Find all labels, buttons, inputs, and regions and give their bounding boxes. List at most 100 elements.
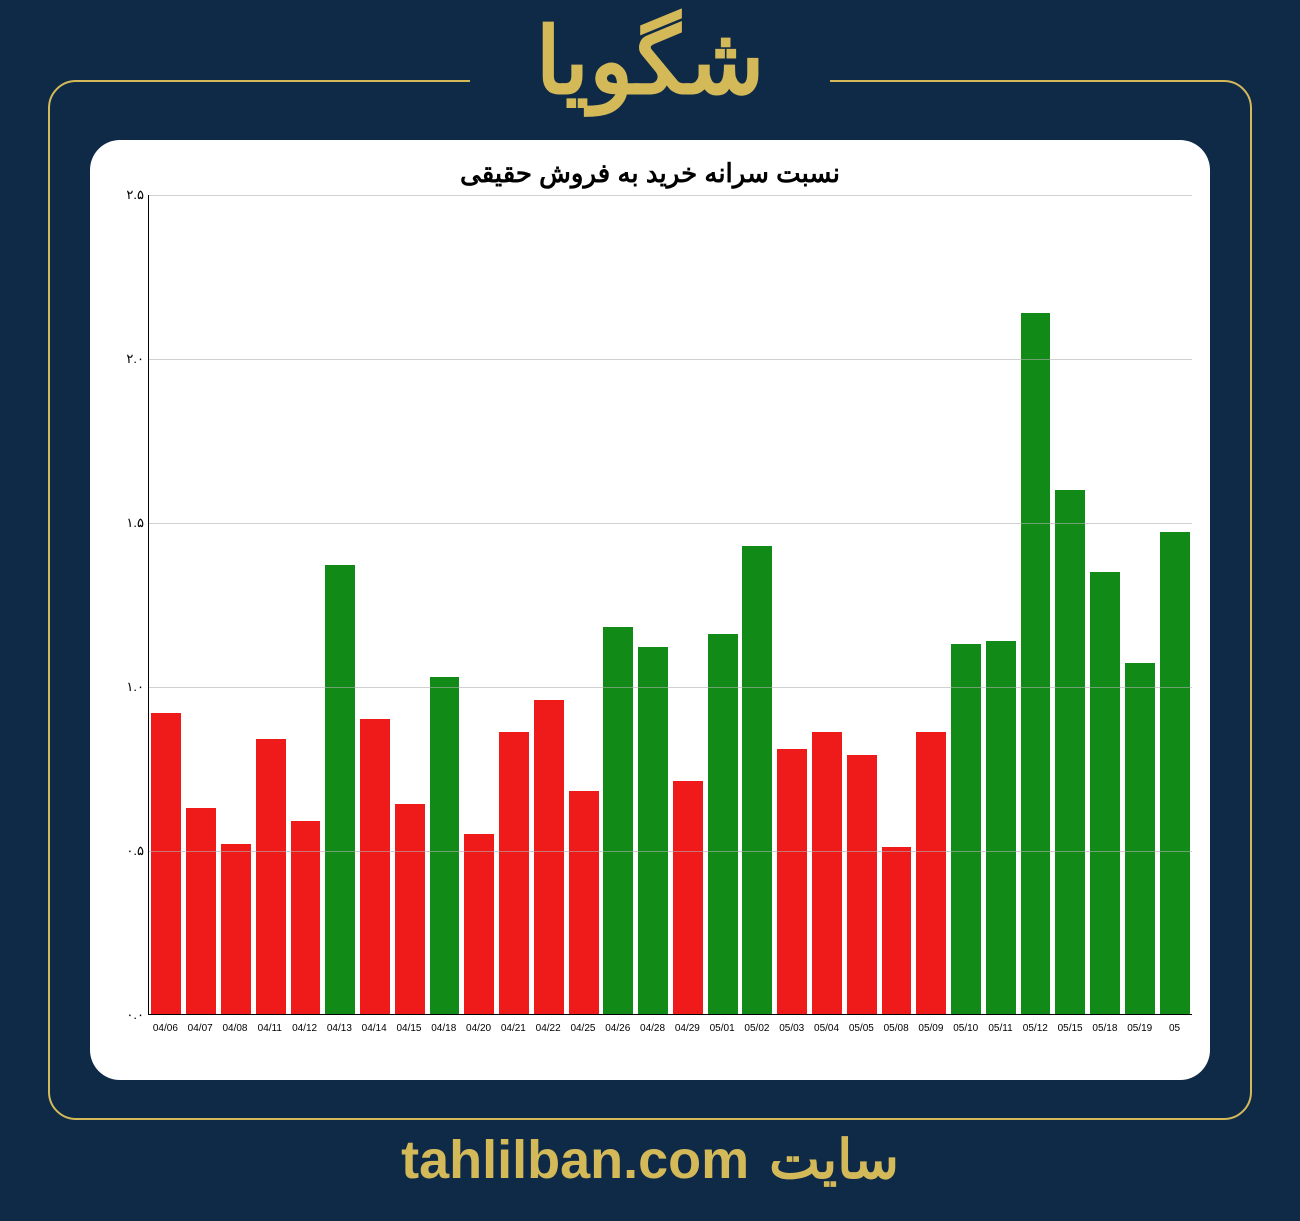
bar: [951, 644, 981, 1014]
bar-slot: [358, 195, 393, 1014]
y-tick-label: ۲.۵: [126, 187, 144, 203]
x-tick-label: 05/05: [844, 1019, 879, 1055]
bar: [1021, 313, 1051, 1014]
x-tick-label: 05/03: [774, 1019, 809, 1055]
chart-plot: ۰.۰۰.۵۱.۰۱.۵۲.۰۲.۵ 04/0604/0704/0804/110…: [108, 195, 1192, 1055]
bar-slot: [392, 195, 427, 1014]
bar-slot: [497, 195, 532, 1014]
bar: [1090, 572, 1120, 1014]
bar: [499, 732, 529, 1014]
bar: [638, 647, 668, 1014]
bar: [882, 847, 912, 1014]
x-tick-label: 04/20: [461, 1019, 496, 1055]
y-tick-label: ۰.۵: [126, 843, 144, 859]
bar: [742, 546, 772, 1014]
bar: [395, 804, 425, 1014]
x-tick-label: 04/08: [218, 1019, 253, 1055]
x-tick-label: 04/12: [287, 1019, 322, 1055]
bar-slot: [810, 195, 845, 1014]
bar-slot: [1018, 195, 1053, 1014]
bar-slot: [184, 195, 219, 1014]
bar: [360, 719, 390, 1014]
x-tick-label: 05/18: [1088, 1019, 1123, 1055]
bar-slot: [636, 195, 671, 1014]
bar-slot: [1157, 195, 1192, 1014]
x-tick-label: 04/13: [322, 1019, 357, 1055]
footer-domain: tahlilban.com: [401, 1129, 749, 1191]
x-tick-label: 04/07: [183, 1019, 218, 1055]
bar-slot: [1122, 195, 1157, 1014]
gridline: [149, 359, 1192, 360]
bar: [777, 749, 807, 1014]
bar: [1125, 663, 1155, 1014]
x-tick-label: 05/10: [948, 1019, 983, 1055]
x-axis: 04/0604/0704/0804/1104/1204/1304/1404/15…: [148, 1019, 1192, 1055]
y-tick-label: ۱.۵: [126, 515, 144, 531]
bar: [1160, 532, 1190, 1014]
chart-title: نسبت سرانه خرید به فروش حقیقی: [108, 158, 1192, 189]
bar-slot: [705, 195, 740, 1014]
bar-slot: [323, 195, 358, 1014]
gridline: [149, 523, 1192, 524]
x-tick-label: 04/18: [426, 1019, 461, 1055]
bar-slot: [288, 195, 323, 1014]
x-tick-label: 05/11: [983, 1019, 1018, 1055]
y-tick-label: ۱.۰: [126, 679, 144, 695]
bar: [569, 791, 599, 1014]
gridline: [149, 195, 1192, 196]
bar-slot: [462, 195, 497, 1014]
bar-slot: [149, 195, 184, 1014]
bar-slot: [566, 195, 601, 1014]
bar: [534, 700, 564, 1014]
bar: [186, 808, 216, 1014]
x-tick-label: 05/01: [705, 1019, 740, 1055]
bar-slot: [775, 195, 810, 1014]
chart-card: نسبت سرانه خرید به فروش حقیقی ۰.۰ ۰.۵ ۱.۰ ۱…: [90, 140, 1210, 1080]
x-tick-label: 05/02: [740, 1019, 775, 1055]
bar: [464, 834, 494, 1014]
bar-slot: [949, 195, 984, 1014]
plot-area: [148, 195, 1192, 1015]
bar: [673, 781, 703, 1014]
bar-slot: [219, 195, 254, 1014]
bar: [1055, 490, 1085, 1014]
bar: [151, 713, 181, 1014]
footer-label: سایت: [769, 1128, 899, 1191]
bar: [812, 732, 842, 1014]
x-tick-label: 04/22: [531, 1019, 566, 1055]
bar: [916, 732, 946, 1014]
bars-container: [149, 195, 1192, 1014]
bar-slot: [1088, 195, 1123, 1014]
x-tick-label: 04/14: [357, 1019, 392, 1055]
bar: [291, 821, 321, 1014]
bar-slot: [844, 195, 879, 1014]
bar-slot: [253, 195, 288, 1014]
bar-slot: [601, 195, 636, 1014]
x-tick-label: 04/25: [566, 1019, 601, 1055]
bar: [430, 677, 460, 1014]
bar: [603, 627, 633, 1014]
bar: [986, 641, 1016, 1014]
y-tick-label: ۰.۰: [126, 1007, 144, 1023]
bar-slot: [1053, 195, 1088, 1014]
x-tick-label: 04/11: [252, 1019, 287, 1055]
x-tick-label: 05/08: [879, 1019, 914, 1055]
y-tick-label: ۲.۰: [126, 351, 144, 367]
gridline: [149, 687, 1192, 688]
bar-slot: [740, 195, 775, 1014]
y-axis: ۰.۰۰.۵۱.۰۱.۵۲.۰۲.۵: [108, 195, 148, 1015]
bar-slot: [914, 195, 949, 1014]
bar: [708, 634, 738, 1014]
bar: [325, 565, 355, 1014]
x-tick-label: 05/09: [914, 1019, 949, 1055]
footer: سایت tahlilban.com: [401, 1128, 899, 1191]
x-tick-label: 04/06: [148, 1019, 183, 1055]
page-title: شگویا: [535, 8, 764, 115]
x-tick-label: 04/29: [670, 1019, 705, 1055]
x-tick-label: 05/12: [1018, 1019, 1053, 1055]
bar-slot: [427, 195, 462, 1014]
x-tick-label: 04/28: [635, 1019, 670, 1055]
bar: [221, 844, 251, 1014]
bar: [256, 739, 286, 1014]
x-tick-label: 04/26: [600, 1019, 635, 1055]
